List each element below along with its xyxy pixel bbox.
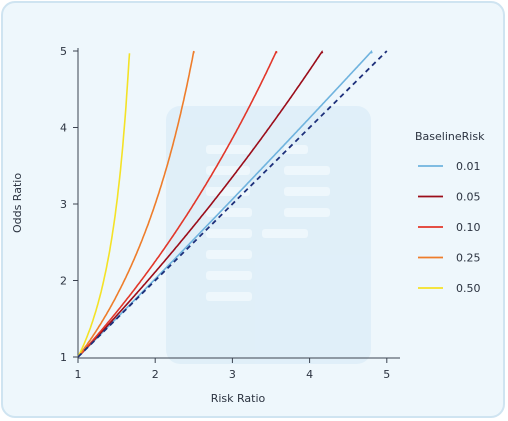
x-axis-ticks: 1 2 3 4 5 [75, 358, 390, 381]
y-tick-label: 5 [60, 45, 67, 58]
y-axis-title: Odds Ratio [11, 173, 24, 233]
series-line-0.05 [77, 50, 324, 358]
y-tick-label: 3 [60, 198, 67, 211]
x-tick-label: 2 [152, 368, 159, 381]
reference-line [77, 50, 388, 358]
legend-title: BaselineRisk [415, 130, 485, 143]
legend: 0.01 0.05 0.10 0.25 0.50 [418, 160, 481, 295]
y-tick-label: 1 [60, 351, 67, 364]
series-line-0.10 [77, 50, 278, 358]
series-line-0.50 [77, 53, 131, 358]
series-line-0.01 [77, 50, 373, 358]
y-tick-label: 4 [60, 122, 67, 135]
legend-label: 0.01 [456, 160, 481, 173]
series-line-0.25 [77, 50, 195, 358]
series-lines [77, 50, 388, 358]
legend-label: 0.10 [456, 221, 481, 234]
x-tick-label: 4 [306, 368, 313, 381]
x-axis-title: Risk Ratio [211, 392, 266, 405]
watermark-graphic [166, 106, 371, 364]
x-tick-label: 5 [383, 368, 390, 381]
y-tick-label: 2 [60, 275, 67, 288]
legend-label: 0.50 [456, 282, 481, 295]
x-tick-label: 1 [75, 368, 82, 381]
legend-label: 0.25 [456, 252, 481, 265]
y-axis-ticks: 1 2 3 4 5 [60, 45, 78, 364]
legend-label: 0.05 [456, 191, 481, 204]
x-tick-label: 3 [229, 368, 236, 381]
